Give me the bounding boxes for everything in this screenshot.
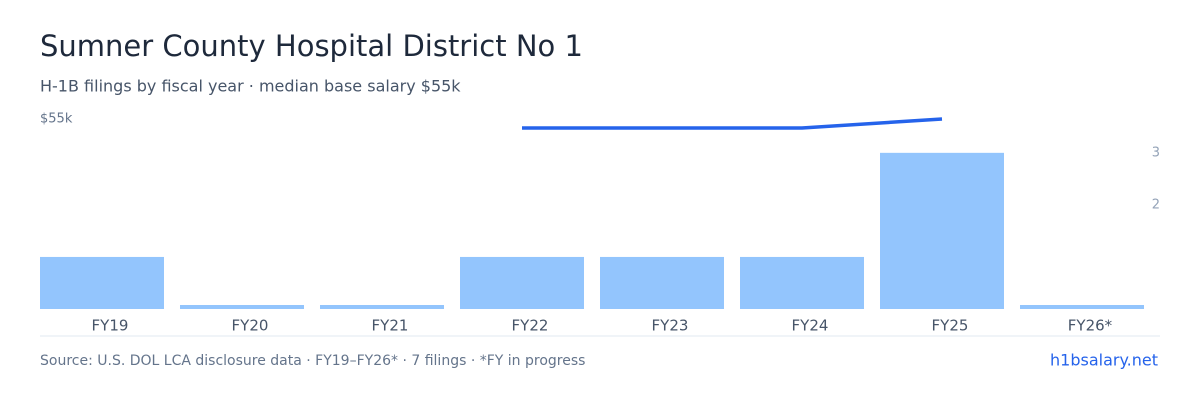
y2-tick-label: 3 (1152, 145, 1160, 160)
bar (460, 256, 584, 309)
chart-subtitle: H-1B filings by fiscal year · median bas… (40, 77, 461, 96)
bar (180, 305, 304, 309)
y2-tick-label: 2 (1152, 197, 1160, 212)
x-tick-label: FY19 (92, 317, 129, 335)
brand-link[interactable]: h1bsalary.net (1050, 351, 1158, 370)
x-tick-label: FY20 (232, 317, 269, 335)
x-tick-label: FY22 (512, 317, 549, 335)
bar (880, 152, 1004, 309)
source-note: Source: U.S. DOL LCA disclosure data · F… (40, 353, 585, 369)
bar (740, 256, 864, 309)
chart-title: Sumner County Hospital District No 1 (40, 29, 583, 63)
x-tick-label: FY25 (932, 317, 969, 335)
y-tick-label: $55k (40, 112, 73, 127)
x-tick-label: FY24 (792, 317, 829, 335)
bar (320, 305, 444, 309)
x-tick-label: FY21 (372, 317, 409, 335)
bar (40, 256, 164, 309)
bar (1020, 305, 1144, 309)
bar (600, 256, 724, 309)
salary-line (522, 117, 943, 130)
x-tick-label: FY23 (652, 317, 689, 335)
x-tick-label: FY26* (1068, 317, 1113, 335)
